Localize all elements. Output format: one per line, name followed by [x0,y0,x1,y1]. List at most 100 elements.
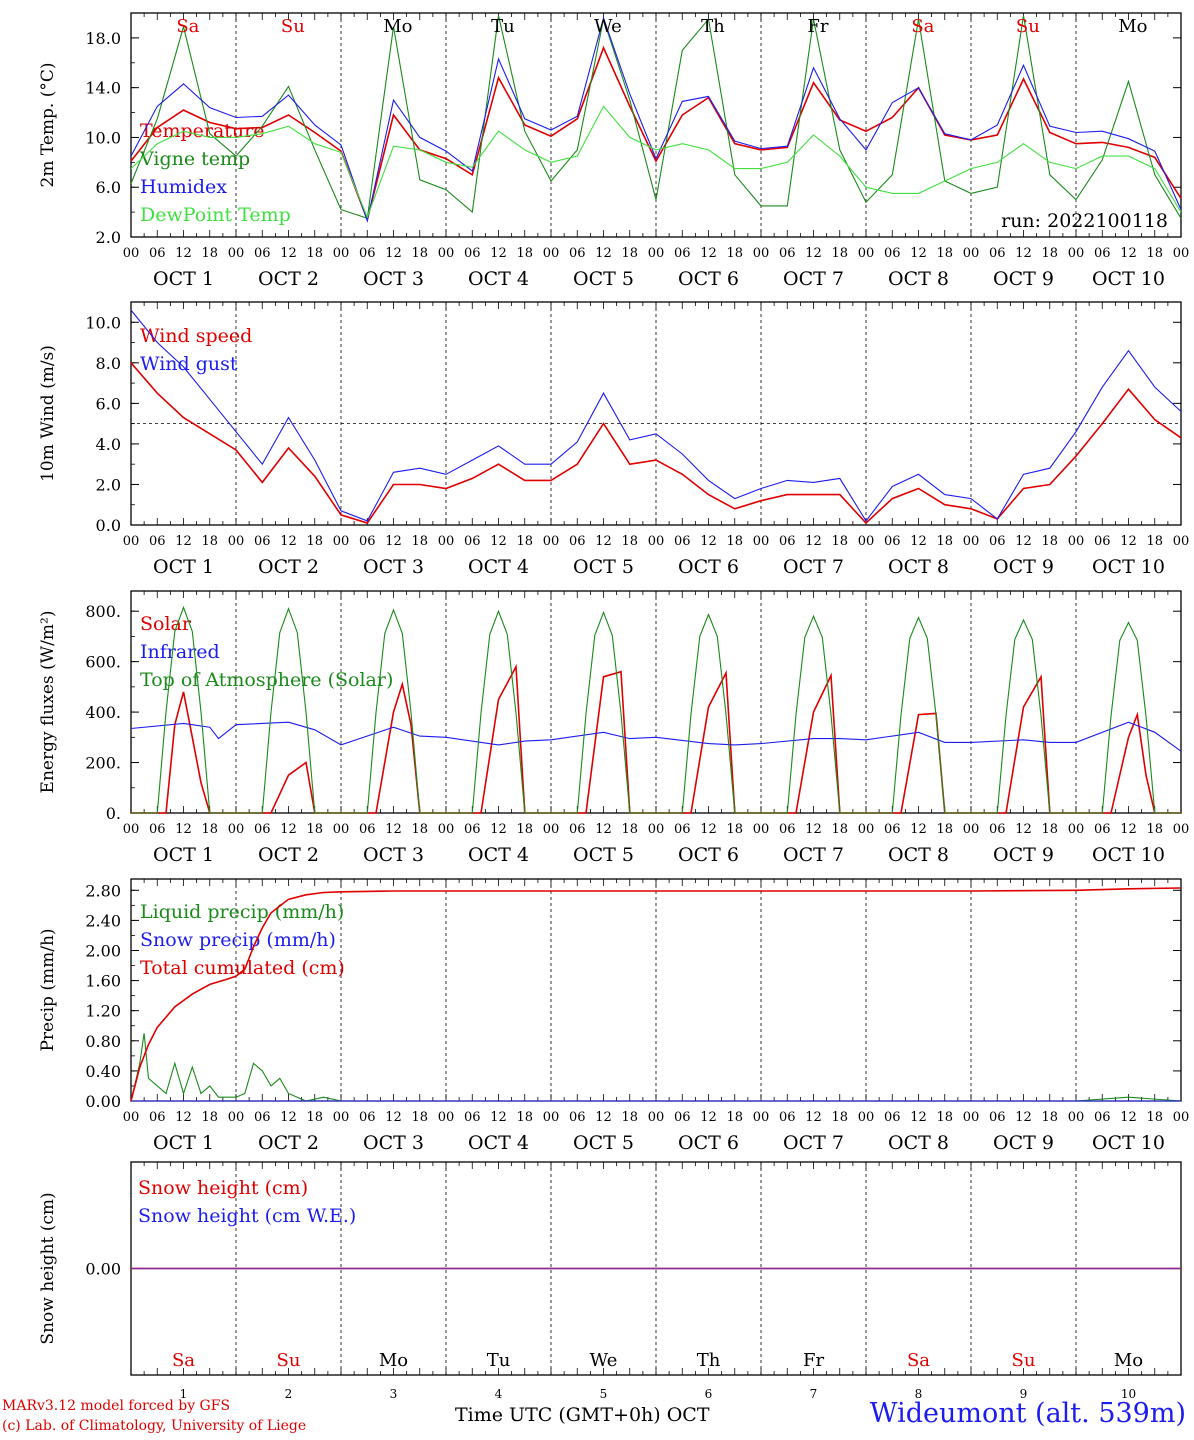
series-line-dewpoint-temp [130,105,1182,219]
legend-entry: DewPoint Temp [140,204,291,226]
x-hour-label: 12 [700,822,717,837]
x-hour-label: 18 [936,534,953,549]
day-number-label: 5 [600,1387,608,1401]
x-hour-label: 06 [884,822,901,837]
x-hour-label: 00 [1068,1110,1085,1125]
x-day-label: OCT 10 [1092,268,1165,290]
y-axis-label: 2m Temp. (°C) [38,62,58,187]
x-day-label: OCT 7 [783,844,844,866]
series-line-wind-speed [130,362,1182,525]
x-day-label: OCT 6 [678,1132,739,1154]
x-hour-label: 06 [884,534,901,549]
x-day-label: OCT 4 [468,844,529,866]
x-hour-label: 12 [280,822,297,837]
x-day-label: OCT 7 [783,556,844,578]
weekday-label: Th [697,1350,721,1371]
y-tick-label: 0.00 [85,1092,121,1111]
x-hour-label: 18 [306,534,323,549]
y-tick-label: 10.0 [85,128,121,147]
x-hour-label: 12 [805,1110,822,1125]
x-hour-label: 00 [1173,534,1190,549]
y-tick-label: 0. [106,804,121,823]
x-hour-label: 06 [779,246,796,261]
day-number-label: 4 [495,1387,503,1401]
y-tick-label: 0.80 [85,1032,121,1051]
x-hour-label: 00 [1173,1110,1190,1125]
x-hour-label: 06 [1094,1110,1111,1125]
x-hour-label: 12 [700,1110,717,1125]
x-hour-label: 12 [1120,534,1137,549]
x-day-label: OCT 8 [888,268,949,290]
x-hour-label: 00 [333,822,350,837]
x-axis-title: Time UTC (GMT+0h) OCT [455,1404,710,1426]
y-tick-label: 8.0 [96,354,121,373]
y-tick-label: 18.0 [85,29,121,48]
x-hour-label: 12 [595,534,612,549]
series-line-total-cumulated-cm- [130,887,1182,1102]
x-hour-label: 18 [516,1110,533,1125]
x-hour-label: 06 [569,534,586,549]
x-day-label: OCT 9 [993,556,1054,578]
x-hour-label: 12 [280,534,297,549]
day-number-label: 9 [1020,1387,1028,1401]
credit-model: MARv3.12 model forced by GFS [2,1398,231,1414]
x-hour-label: 06 [464,822,481,837]
x-hour-label: 06 [464,246,481,261]
x-hour-label: 12 [910,1110,927,1125]
legend-entry: Wind speed [140,325,252,347]
x-hour-label: 06 [779,534,796,549]
x-hour-label: 18 [411,822,428,837]
y-axis-label: Energy fluxes (W/m²) [38,611,58,794]
x-hour-label: 00 [123,1110,140,1125]
x-hour-label: 18 [1146,246,1163,261]
day-number-label: 10 [1121,1387,1136,1401]
x-hour-label: 12 [805,534,822,549]
legend-entry: Temperature [140,120,264,142]
x-hour-label: 00 [228,246,245,261]
x-hour-label: 00 [543,246,560,261]
x-hour-label: 06 [989,534,1006,549]
x-hour-label: 00 [858,534,875,549]
weekday-label: Tu [491,16,515,37]
y-axis-label: 10m Wind (m/s) [38,345,58,482]
x-hour-label: 06 [674,246,691,261]
x-hour-label: 00 [963,534,980,549]
x-hour-label: 18 [621,1110,638,1125]
weekday-label: Tu [487,1350,511,1371]
y-tick-label: 400. [85,703,121,722]
x-day-label: OCT 3 [363,556,424,578]
y-tick-label: 1.20 [85,1002,121,1021]
x-day-label: OCT 4 [468,1132,529,1154]
y-tick-label: 6.0 [96,394,121,413]
x-hour-label: 18 [516,534,533,549]
x-day-label: OCT 8 [888,556,949,578]
day-number-label: 8 [915,1387,923,1401]
x-hour-label: 06 [1094,246,1111,261]
x-hour-label: 12 [700,534,717,549]
x-hour-label: 06 [569,246,586,261]
series-line-vigne-temp [130,15,1182,220]
weekday-label: Fr [807,16,828,37]
x-hour-label: 00 [858,822,875,837]
x-day-label: OCT 8 [888,1132,949,1154]
x-hour-label: 12 [1120,1110,1137,1125]
x-hour-label: 18 [936,246,953,261]
x-hour-label: 12 [805,246,822,261]
weekday-label: Sa [172,1350,195,1371]
x-hour-label: 12 [490,1110,507,1125]
x-hour-label: 12 [175,534,192,549]
x-hour-label: 00 [333,1110,350,1125]
credit-lab: (c) Lab. of Climatology, University of L… [2,1418,307,1434]
x-hour-label: 18 [831,246,848,261]
y-tick-label: 200. [85,754,121,773]
y-tick-label: 2.0 [96,475,121,494]
x-hour-label: 18 [726,1110,743,1125]
x-hour-label: 00 [228,822,245,837]
x-day-label: OCT 10 [1092,1132,1165,1154]
x-hour-label: 00 [858,246,875,261]
x-hour-label: 12 [1015,1110,1032,1125]
x-hour-label: 00 [1068,822,1085,837]
x-hour-label: 12 [910,534,927,549]
weekday-label: We [594,16,622,37]
x-hour-label: 00 [648,246,665,261]
